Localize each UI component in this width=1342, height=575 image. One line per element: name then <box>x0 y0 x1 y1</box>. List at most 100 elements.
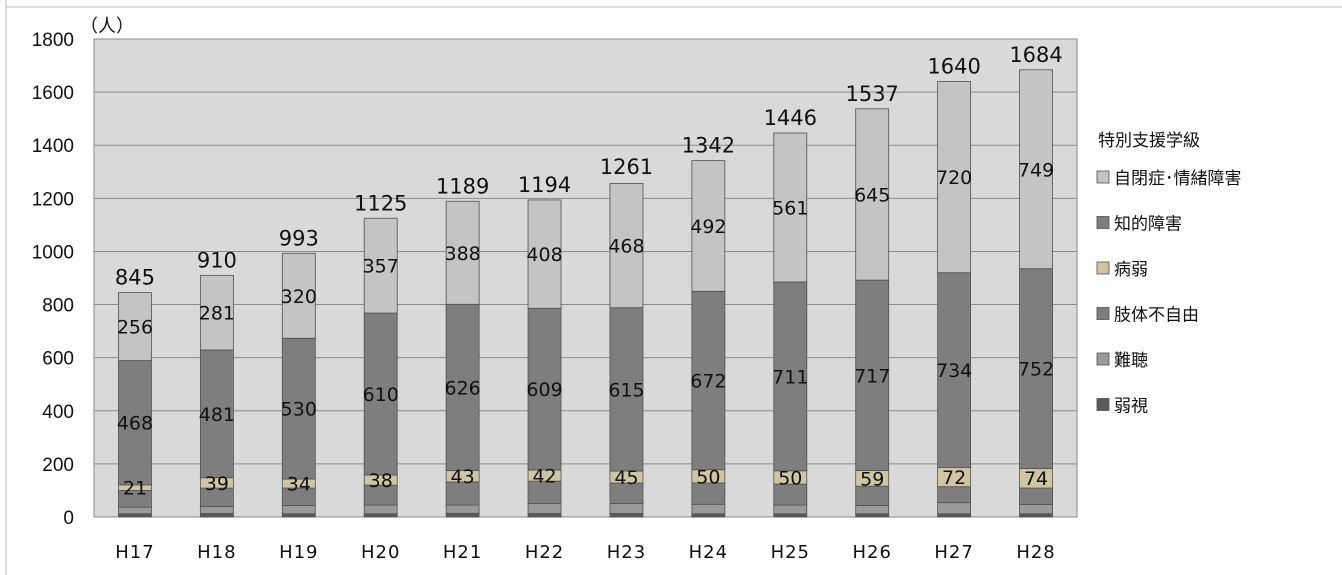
y-tick-label: 1800 <box>32 30 74 51</box>
segment-value-label: 39 <box>205 473 229 495</box>
y-tick-label: 800 <box>42 296 74 317</box>
bar-segment <box>281 252 316 339</box>
y-axis-tick-labels: 0 200 400 600 800 1000 1200 1400 1600 1800 <box>32 30 74 529</box>
bar-segment <box>937 81 972 274</box>
x-tick-label: H28 <box>1016 542 1055 563</box>
legend-swatch <box>1096 261 1110 275</box>
bar-segment <box>691 513 726 518</box>
bar-segment <box>691 290 726 471</box>
bar-segment <box>445 200 480 305</box>
x-tick-label: H21 <box>443 542 482 563</box>
total-value-label: 1537 <box>845 82 898 106</box>
bar-segment <box>609 183 644 309</box>
bar-segment <box>199 513 234 518</box>
segment-value-label: 468 <box>117 413 153 435</box>
x-tick-label: H22 <box>525 542 564 563</box>
legend-entry-label: 病弱 <box>1114 260 1148 280</box>
total-value-label: 1189 <box>436 174 489 198</box>
bar-segment <box>199 274 234 351</box>
bar-segment <box>199 505 234 514</box>
segment-value-label: 72 <box>942 467 966 489</box>
legend-swatch <box>1096 398 1110 411</box>
bar-segment <box>445 303 480 471</box>
segment-value-label: 752 <box>1018 359 1054 381</box>
x-tick-label: H18 <box>197 542 236 563</box>
x-tick-label: H19 <box>279 542 318 563</box>
total-value-label: 1640 <box>927 54 980 78</box>
total-value-label: 845 <box>115 266 155 290</box>
bar-segment <box>527 307 562 471</box>
x-tick-label: H27 <box>934 542 973 563</box>
y-tick-label: 1000 <box>32 242 74 263</box>
segment-value-label: 59 <box>860 468 884 490</box>
segment-value-label: 626 <box>444 377 480 399</box>
bar-segment <box>609 307 644 472</box>
segment-value-label: 610 <box>363 384 399 406</box>
legend-swatch <box>1096 216 1110 229</box>
bar-segment <box>527 503 562 514</box>
bar-segment <box>855 279 890 471</box>
total-value-label: 1125 <box>354 191 407 215</box>
segment-value-label: 720 <box>936 167 972 189</box>
bar-segment <box>937 513 972 518</box>
segment-value-label: 74 <box>1024 468 1048 490</box>
bar-segment <box>855 505 890 515</box>
bar-segment <box>445 504 480 514</box>
segment-labels: 21 468 256 39 481 281 34 530 320 38 610 357 43 626 388… <box>117 159 1054 499</box>
segment-value-label: 357 <box>363 256 399 278</box>
bar-segment <box>281 505 316 515</box>
bar-segment <box>773 132 808 283</box>
bar-segment <box>281 513 316 518</box>
segment-value-label: 50 <box>696 466 720 488</box>
y-tick-label: 1400 <box>32 136 74 157</box>
segment-value-label: 43 <box>451 466 475 488</box>
x-tick-label: H20 <box>361 542 400 563</box>
legend-entry-label: 自閉症･情緒障害 <box>1114 169 1242 189</box>
segment-value-label: 645 <box>854 184 890 206</box>
legend-entry-label: 弱視 <box>1114 397 1148 417</box>
total-value-label: 1194 <box>518 173 571 197</box>
x-tick-label: H26 <box>852 542 891 563</box>
bar-segment <box>445 512 480 518</box>
bar-segment <box>1019 69 1053 270</box>
segment-value-label: 34 <box>287 474 311 496</box>
y-tick-label: 0 <box>63 508 74 529</box>
total-value-label: 910 <box>197 248 237 272</box>
plot-area <box>93 38 1078 518</box>
bar-segment <box>118 513 152 518</box>
bar-segment <box>527 199 562 309</box>
segment-value-label: 717 <box>854 365 890 387</box>
segment-value-label: 408 <box>526 244 562 266</box>
bar-segment <box>363 217 398 314</box>
y-tick-label: 400 <box>42 402 74 423</box>
y-tick-label: 600 <box>42 349 74 370</box>
segment-value-label: 388 <box>444 243 480 265</box>
segment-value-label: 45 <box>614 467 638 489</box>
bar-segment <box>1019 487 1053 505</box>
segment-value-label: 672 <box>690 371 726 393</box>
x-tick-label: H25 <box>771 542 810 563</box>
segment-value-label: 749 <box>1018 159 1054 181</box>
total-value-label: 1446 <box>764 106 817 130</box>
y-tick-label: 1600 <box>32 83 74 104</box>
bar-segment <box>1019 513 1053 518</box>
segment-value-label: 492 <box>690 216 726 238</box>
total-value-label: 1684 <box>1009 43 1062 67</box>
segment-value-label: 530 <box>281 399 317 421</box>
bar-segment <box>118 292 152 361</box>
x-tick-label: H23 <box>607 542 646 563</box>
total-value-label: 1342 <box>682 134 735 158</box>
segment-value-label: 38 <box>369 470 393 492</box>
bars <box>118 69 1053 518</box>
segment-value-label: 50 <box>778 467 802 489</box>
segment-value-label: 320 <box>281 286 317 308</box>
total-value-label: 993 <box>279 226 319 250</box>
bar-segment <box>363 513 398 518</box>
bar-segment <box>199 349 234 479</box>
segment-value-label: 734 <box>936 360 972 382</box>
bar-segment <box>363 504 398 515</box>
x-tick-label: H17 <box>115 542 154 563</box>
legend-swatch <box>1096 352 1110 366</box>
